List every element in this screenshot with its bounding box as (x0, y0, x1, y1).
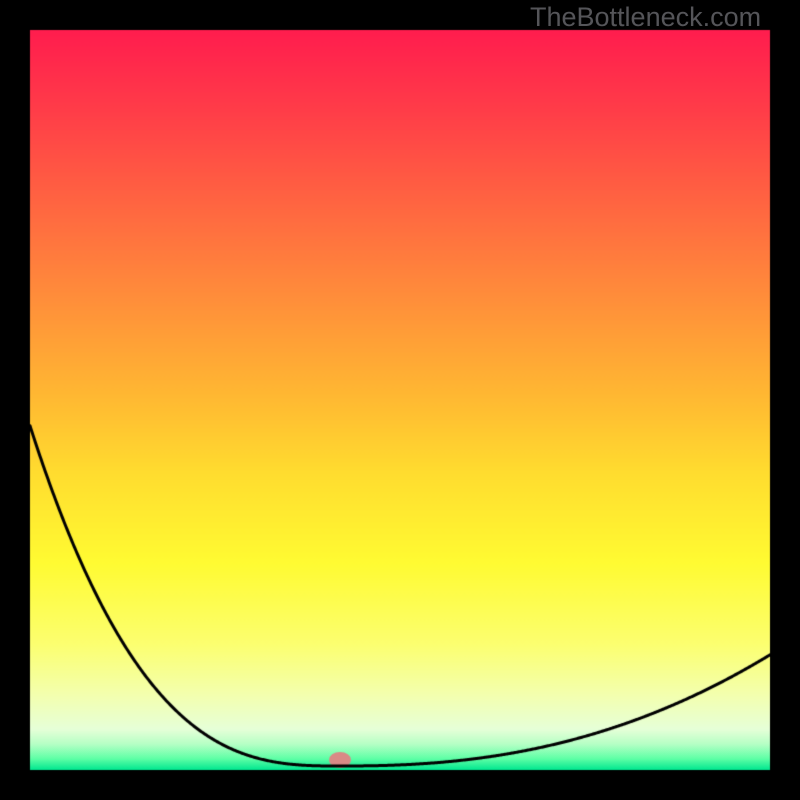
watermark-text: TheBottleneck.com (530, 2, 761, 33)
bottleneck-chart-canvas (0, 0, 800, 800)
chart-frame: TheBottleneck.com (0, 0, 800, 800)
